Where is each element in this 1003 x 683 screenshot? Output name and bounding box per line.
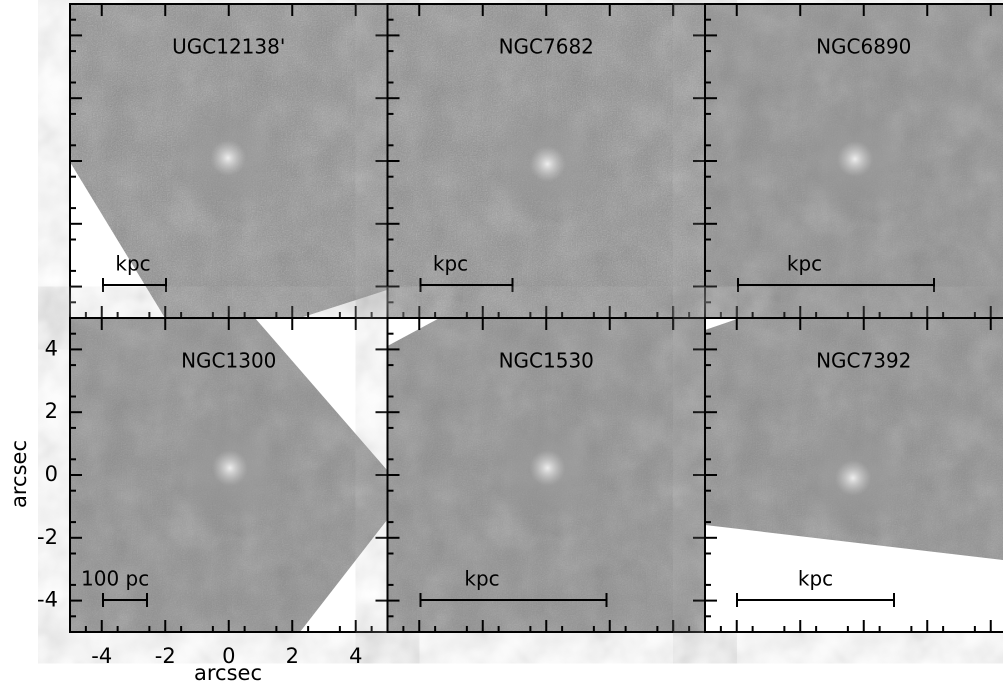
panel: NGC1530 kpc	[386, 317, 706, 633]
y-tick-label: -4	[37, 588, 58, 612]
panel-title: NGC1300	[181, 349, 276, 373]
x-tick-label: 2	[286, 644, 299, 668]
blank-region	[300, 520, 387, 632]
galaxy-core	[487, 408, 608, 528]
scale-label: 100 pc	[81, 567, 149, 591]
blank-region	[255, 318, 387, 470]
scale-label: kpc	[433, 252, 468, 276]
scale-label: kpc	[464, 567, 499, 591]
x-axis-label: arcsec	[194, 661, 262, 683]
galaxy-core	[170, 408, 290, 528]
galaxy-core	[168, 98, 288, 218]
scale-label: kpc	[787, 252, 822, 276]
scale-label: kpc	[798, 567, 833, 591]
panel: NGC7392 kpc	[704, 317, 1003, 633]
y-axis-label: arcsec	[7, 440, 31, 508]
x-tick-label: 0	[222, 644, 235, 668]
y-tick-label: 2	[45, 399, 58, 423]
galaxy-core	[487, 104, 608, 224]
scale-label: kpc	[115, 252, 150, 276]
panel-title: UGC12138'	[172, 35, 285, 59]
panel-title: NGC7392	[816, 349, 911, 373]
blank-region	[300, 290, 387, 318]
panel: NGC6890 kpc	[704, 3, 1003, 319]
panel: NGC7682 kpc	[386, 3, 706, 319]
panel: UGC12138' kpc	[69, 3, 389, 319]
panel-title: NGC6890	[816, 35, 911, 59]
blank-region	[387, 318, 440, 346]
galaxy-core	[795, 99, 915, 219]
y-tick-label: -2	[37, 525, 58, 549]
panel-title: NGC1530	[499, 349, 594, 373]
panel: NGC1300 100 pc	[69, 317, 389, 633]
x-tick-label: -4	[91, 644, 112, 668]
blank-region	[705, 525, 1003, 632]
panel-frame	[704, 317, 1003, 633]
panels: UGC12138' kpc NGC7682 kpc NGC6890 kpc NGC1300 1…	[69, 3, 1003, 633]
blank-region	[705, 318, 740, 330]
y-tick-label: 0	[45, 462, 58, 486]
galaxy-core	[793, 418, 913, 538]
y-tick-label: 4	[45, 336, 58, 360]
x-tick-label: -2	[155, 644, 176, 668]
panel-title: NGC7682	[499, 35, 594, 59]
x-tick-label: 4	[349, 644, 362, 668]
blank-region	[70, 162, 165, 318]
